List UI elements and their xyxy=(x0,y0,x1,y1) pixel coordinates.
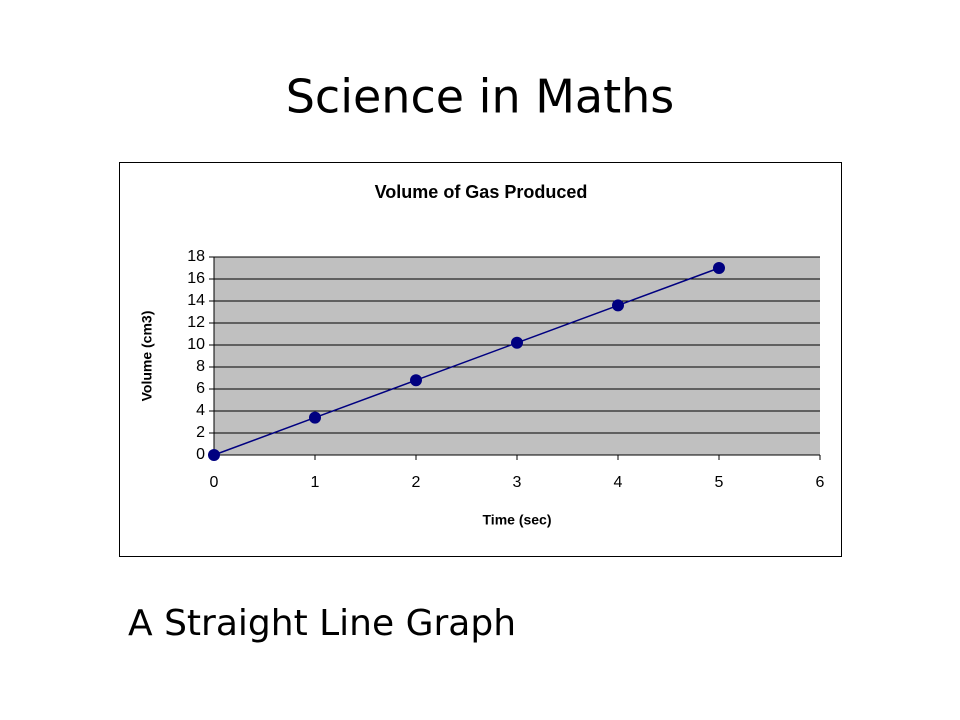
y-tick-label: 12 xyxy=(187,314,205,331)
data-point xyxy=(612,299,624,312)
data-point xyxy=(511,336,523,349)
y-tick-label: 16 xyxy=(187,270,205,287)
data-point xyxy=(208,449,220,461)
y-tick-label: 8 xyxy=(196,358,205,375)
y-tick-label: 4 xyxy=(196,402,205,419)
y-tick-label: 18 xyxy=(187,248,205,265)
slide-caption: A Straight Line Graph xyxy=(128,603,516,644)
y-tick-label: 0 xyxy=(196,446,205,463)
y-tick-label: 10 xyxy=(187,336,205,353)
x-tick-label: 1 xyxy=(311,474,320,491)
chart-title: Volume of Gas Produced xyxy=(375,182,588,202)
data-point xyxy=(309,411,321,424)
x-tick-label: 3 xyxy=(513,474,522,491)
x-tick-label: 0 xyxy=(210,474,219,491)
data-point xyxy=(410,374,422,387)
x-tick-label: 5 xyxy=(715,474,724,491)
x-tick-label: 4 xyxy=(614,474,623,491)
slide-title: Science in Maths xyxy=(286,70,675,124)
data-point xyxy=(713,262,725,274)
y-tick-label: 6 xyxy=(196,380,205,397)
x-tick-label: 6 xyxy=(816,474,825,491)
x-axis-label: Time (sec) xyxy=(483,512,552,528)
x-tick-label: 2 xyxy=(412,474,421,491)
y-axis-label: Volume (cm3) xyxy=(139,311,155,402)
y-tick-label: 2 xyxy=(196,424,205,441)
plot-area xyxy=(214,257,820,455)
y-tick-label: 14 xyxy=(187,292,205,309)
data-line xyxy=(213,267,720,456)
